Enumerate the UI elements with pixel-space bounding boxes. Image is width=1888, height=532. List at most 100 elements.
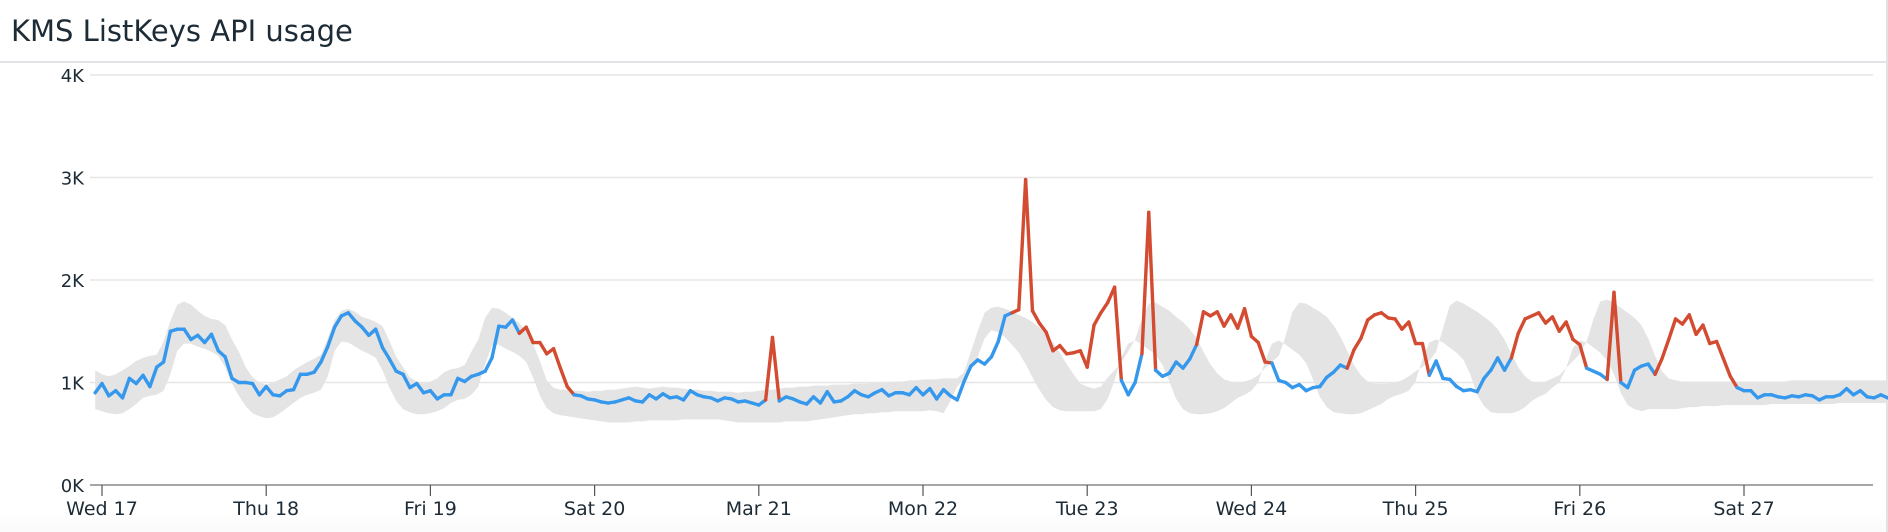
panel-border xyxy=(1886,0,1888,532)
anomaly-segment xyxy=(1256,340,1267,364)
anomaly-segment xyxy=(1112,285,1124,383)
series-segment xyxy=(1625,368,1637,390)
anomaly-segment xyxy=(1099,300,1110,315)
series-segment xyxy=(1495,356,1507,372)
anomaly-segment xyxy=(538,340,549,356)
series-lines[interactable] xyxy=(93,177,1888,407)
anomaly-segment xyxy=(1222,313,1233,328)
series-segment xyxy=(955,379,966,402)
anomaly-segment xyxy=(1516,317,1527,335)
anomaly-segment xyxy=(1092,311,1103,327)
x-tick-label: Mon 22 xyxy=(888,498,958,520)
anomaly-segment xyxy=(1085,323,1096,369)
anomaly-segment xyxy=(1393,317,1404,331)
series-segment xyxy=(120,376,132,400)
anomaly-segment xyxy=(1578,342,1589,370)
anomaly-segment xyxy=(1612,290,1623,385)
x-tick-label: Tue 23 xyxy=(1055,498,1119,520)
series-segment xyxy=(1646,362,1657,376)
anomaly-segment xyxy=(1044,330,1055,353)
anomaly-segment xyxy=(1407,320,1418,346)
anomaly-segment xyxy=(1550,315,1561,333)
series-segment xyxy=(818,390,829,405)
series-segment xyxy=(1482,368,1493,381)
expected-range-band xyxy=(95,299,1888,423)
series-segment xyxy=(1475,376,1486,394)
series-segment xyxy=(415,381,426,395)
series-segment xyxy=(387,357,398,373)
series-segment xyxy=(1167,360,1178,375)
widget-header: KMS ListKeys API usage xyxy=(0,0,1886,63)
series-segment xyxy=(681,389,693,402)
series-segment xyxy=(1434,359,1445,381)
series-segment xyxy=(1126,380,1137,397)
series-segment xyxy=(401,372,412,390)
anomaly-segment xyxy=(1023,177,1035,313)
anomaly-segment xyxy=(1352,336,1363,352)
x-tick-label: Mar 21 xyxy=(726,498,792,520)
series-segment xyxy=(928,386,939,401)
x-tick-label: Wed 24 xyxy=(1216,498,1288,520)
anomaly-segment xyxy=(551,346,563,370)
series-segment xyxy=(223,355,234,381)
series-segment xyxy=(996,314,1007,344)
series-segment xyxy=(1188,342,1199,361)
series-segment xyxy=(483,356,494,373)
anomaly-segment xyxy=(1420,341,1431,378)
series-segment xyxy=(360,325,371,338)
series-segment xyxy=(380,345,392,361)
anomaly-segment xyxy=(1687,313,1698,337)
x-axis-ticks: Wed 17 Thu 18 Fri 19 Sat 20 Mar 21 Mon 22 Tue … xyxy=(66,485,1775,520)
anomaly-segment xyxy=(1236,307,1247,330)
series-segment xyxy=(825,390,836,404)
panel-footer xyxy=(0,512,1886,532)
y-gridlines xyxy=(90,74,1873,384)
series-segment xyxy=(1489,356,1500,372)
y-tick-label: 2K xyxy=(61,271,85,292)
series-segment xyxy=(490,324,501,360)
series-segment xyxy=(326,325,337,349)
series-segment xyxy=(148,365,159,389)
anomaly-segment xyxy=(770,335,782,403)
series-segment xyxy=(332,314,344,329)
anomaly-segment xyxy=(1653,357,1664,376)
series-segment xyxy=(100,381,111,398)
series-segment xyxy=(449,376,460,397)
anomaly-segment xyxy=(1509,331,1520,360)
x-tick-label: Thu 25 xyxy=(1382,498,1449,520)
anomaly-segment xyxy=(1667,317,1678,342)
series-segment xyxy=(1119,378,1130,397)
series-segment xyxy=(1502,356,1514,372)
anomaly-segment xyxy=(1017,177,1028,312)
y-tick-label: 4K xyxy=(61,66,85,87)
anomaly-segment xyxy=(1345,348,1356,370)
anomaly-segment xyxy=(1229,313,1240,330)
series-segment xyxy=(373,327,385,350)
series-segment xyxy=(264,384,275,397)
anomaly-segment xyxy=(1537,311,1548,325)
series-segment xyxy=(161,329,173,364)
series-segment xyxy=(962,364,973,384)
anomaly-segment xyxy=(1660,337,1671,361)
anomaly-segment xyxy=(763,335,775,402)
anomaly-segment xyxy=(1714,339,1726,361)
series-segment xyxy=(93,381,104,395)
y-axis-labels: 0K 1K 2K 3K 4K xyxy=(61,66,85,497)
x-tick-label: Sat 27 xyxy=(1713,498,1774,520)
x-tick-label: Thu 18 xyxy=(232,498,299,520)
anomaly-segment xyxy=(1359,318,1370,341)
x-tick-label: Fri 19 xyxy=(404,498,457,520)
y-tick-label: 1K xyxy=(61,374,85,395)
y-tick-label: 0K xyxy=(61,476,85,497)
anomaly-segment xyxy=(1605,290,1616,382)
anomaly-segment xyxy=(1030,309,1042,325)
series-segment xyxy=(346,311,357,323)
series-segment xyxy=(1318,375,1329,389)
series-segment xyxy=(934,387,946,401)
series-segment xyxy=(182,327,193,342)
widget-title: KMS ListKeys API usage xyxy=(11,14,353,48)
series-segment xyxy=(291,372,303,392)
anomaly-segment xyxy=(1728,374,1739,390)
y-tick-label: 3K xyxy=(61,169,85,190)
